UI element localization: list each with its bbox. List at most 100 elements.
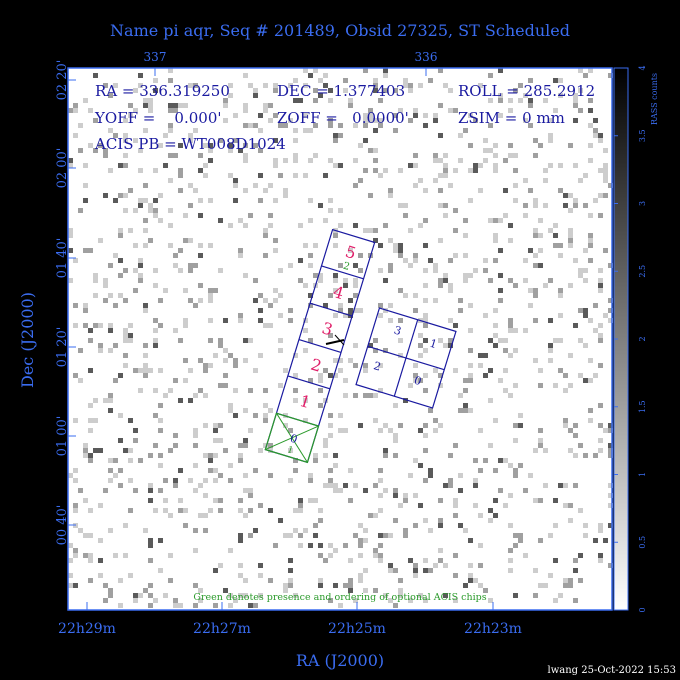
noise-pixel	[608, 73, 613, 78]
noise-pixel	[403, 213, 408, 218]
noise-pixel	[193, 548, 198, 553]
noise-pixel	[548, 343, 553, 348]
noise-pixel	[328, 598, 333, 603]
noise-pixel	[263, 413, 268, 418]
noise-pixel	[593, 128, 598, 133]
noise-pixel	[208, 298, 213, 303]
y-tick-label: 02 20'	[55, 60, 70, 101]
noise-pixel	[373, 228, 378, 233]
noise-pixel	[328, 373, 333, 378]
noise-pixel	[363, 528, 368, 533]
noise-pixel	[393, 453, 398, 458]
noise-pixel	[543, 98, 548, 103]
noise-pixel	[113, 303, 118, 308]
noise-pixel	[178, 143, 183, 148]
noise-pixel	[368, 228, 373, 233]
noise-pixel	[348, 498, 353, 503]
noise-pixel	[353, 183, 358, 188]
noise-pixel	[533, 568, 538, 573]
noise-pixel	[318, 273, 323, 278]
noise-pixel	[568, 143, 573, 148]
noise-pixel	[303, 113, 308, 118]
noise-pixel	[378, 363, 383, 368]
noise-pixel	[518, 463, 523, 468]
colorbar-ticks: 0 0.5 1 1.5 2 2.5 3 3.5 4	[614, 65, 647, 613]
noise-pixel	[113, 133, 118, 138]
noise-pixel	[483, 588, 488, 593]
noise-pixel	[608, 298, 613, 303]
noise-pixel	[173, 103, 178, 108]
noise-pixel	[438, 558, 443, 563]
noise-pixel	[88, 533, 93, 538]
noise-pixel	[193, 263, 198, 268]
noise-pixel	[433, 268, 438, 273]
noise-pixel	[433, 118, 438, 123]
noise-pixel	[258, 573, 263, 578]
noise-pixel	[218, 268, 223, 273]
noise-pixel	[398, 288, 403, 293]
noise-pixel	[163, 478, 168, 483]
noise-pixel	[123, 133, 128, 138]
noise-pixel	[338, 223, 343, 228]
noise-pixel	[513, 533, 518, 538]
noise-pixel	[263, 298, 268, 303]
noise-pixel	[228, 593, 233, 598]
noise-pixel	[423, 313, 428, 318]
noise-pixel	[543, 483, 548, 488]
noise-pixel	[488, 98, 493, 103]
noise-pixel	[358, 143, 363, 148]
noise-pixel	[288, 583, 293, 588]
noise-pixel	[573, 93, 578, 98]
noise-pixel	[443, 273, 448, 278]
noise-pixel	[593, 133, 598, 138]
noise-pixel	[78, 348, 83, 353]
noise-pixel	[428, 408, 433, 413]
noise-pixel	[128, 458, 133, 463]
noise-pixel	[293, 388, 298, 393]
noise-pixel	[438, 283, 443, 288]
noise-pixel	[533, 198, 538, 203]
noise-pixel	[363, 113, 368, 118]
noise-pixel	[568, 193, 573, 198]
noise-pixel	[213, 468, 218, 473]
noise-pixel	[178, 398, 183, 403]
noise-pixel	[423, 348, 428, 353]
noise-pixel	[193, 303, 198, 308]
noise-pixel	[143, 303, 148, 308]
noise-pixel	[178, 168, 183, 173]
noise-pixel	[468, 143, 473, 148]
noise-pixel	[163, 508, 168, 513]
noise-pixel	[158, 568, 163, 573]
noise-pixel	[353, 223, 358, 228]
noise-pixel	[383, 73, 388, 78]
noise-pixel	[493, 238, 498, 243]
noise-pixel	[418, 223, 423, 228]
noise-pixel	[413, 153, 418, 158]
noise-pixel	[133, 488, 138, 493]
noise-pixel	[463, 218, 468, 223]
noise-pixel	[173, 378, 178, 383]
noise-pixel	[588, 418, 593, 423]
noise-pixel	[473, 503, 478, 508]
noise-pixel	[83, 448, 88, 453]
noise-pixel	[198, 598, 203, 603]
noise-pixel	[503, 348, 508, 353]
noise-pixel	[183, 213, 188, 218]
noise-pixel	[533, 203, 538, 208]
noise-pixel	[493, 343, 498, 348]
noise-pixel	[428, 473, 433, 478]
noise-pixel	[413, 493, 418, 498]
noise-pixel	[538, 583, 543, 588]
noise-pixel	[393, 88, 398, 93]
noise-pixel	[398, 203, 403, 208]
noise-pixel	[68, 158, 73, 163]
noise-pixel	[318, 203, 323, 208]
noise-pixel	[158, 463, 163, 468]
noise-pixel	[223, 103, 228, 108]
noise-pixel	[83, 533, 88, 538]
noise-pixel	[413, 108, 418, 113]
noise-pixel	[438, 103, 443, 108]
noise-pixel	[153, 213, 158, 218]
noise-pixel	[318, 553, 323, 558]
noise-pixel	[253, 123, 258, 128]
